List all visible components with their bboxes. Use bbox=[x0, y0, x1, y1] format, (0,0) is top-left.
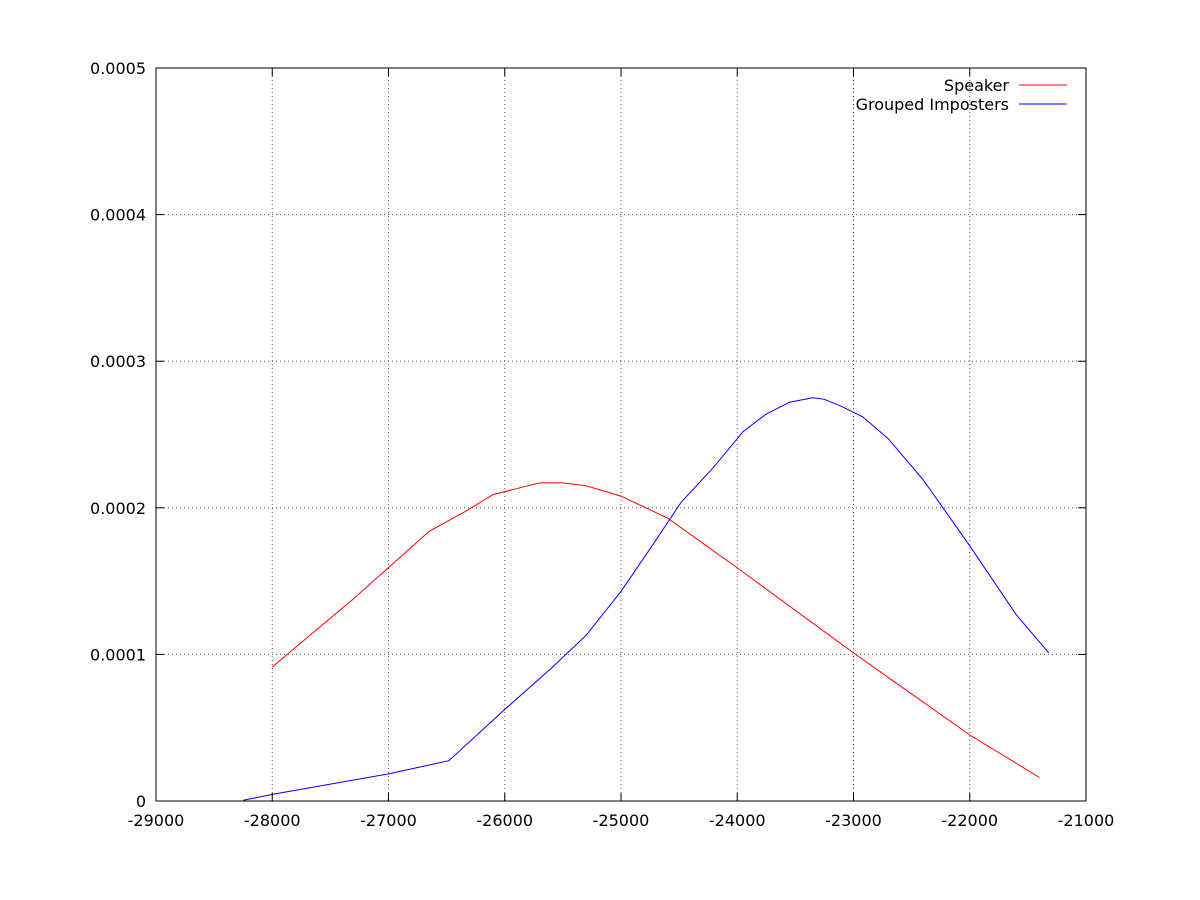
y-tick-label: 0.0005 bbox=[90, 59, 146, 78]
y-tick-label: 0.0001 bbox=[90, 645, 146, 664]
x-tick-label: -23000 bbox=[825, 811, 882, 830]
x-tick-label: -24000 bbox=[709, 811, 766, 830]
y-tick-label: 0.0002 bbox=[90, 499, 146, 518]
x-tick-label: -22000 bbox=[941, 811, 998, 830]
y-tick-label: 0 bbox=[136, 792, 146, 811]
x-tick-label: -21000 bbox=[1058, 811, 1115, 830]
series-line-grouped-imposters bbox=[243, 397, 1050, 801]
x-tick-label: -28000 bbox=[244, 811, 301, 830]
x-tick-label: -26000 bbox=[476, 811, 533, 830]
y-tick-label: 0.0004 bbox=[90, 206, 146, 225]
series-line-speaker bbox=[271, 482, 1040, 778]
grid bbox=[156, 68, 1086, 801]
x-tick-label: -25000 bbox=[593, 811, 650, 830]
y-tick-label: 0.0003 bbox=[90, 352, 146, 371]
legend-label-grouped-imposters: Grouped Imposters bbox=[856, 95, 1009, 114]
legend-label-speaker: Speaker bbox=[944, 76, 1010, 95]
plot-frame bbox=[155, 67, 1087, 802]
x-tick-label: -27000 bbox=[360, 811, 417, 830]
series-layer bbox=[243, 397, 1050, 801]
x-tick-label: -29000 bbox=[128, 811, 185, 830]
ticks: -29000 -28000 -27000 -26000 -25000 -24000 -230… bbox=[90, 59, 1114, 830]
